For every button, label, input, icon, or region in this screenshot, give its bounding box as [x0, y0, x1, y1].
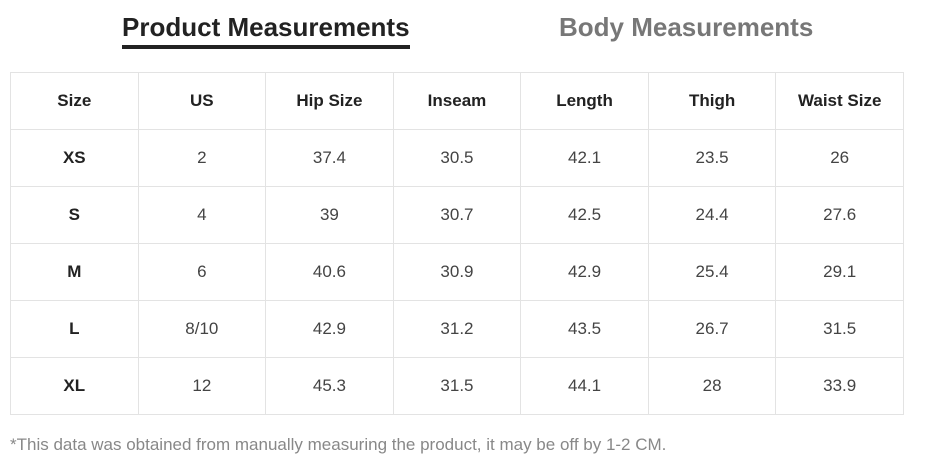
- table-cell: 31.2: [392, 300, 522, 358]
- table-cell: 45.3: [265, 357, 394, 415]
- table-cell: 4: [137, 186, 267, 244]
- header-thigh: Thigh: [647, 72, 777, 130]
- table-cell: 37.4: [265, 129, 394, 187]
- table-cell: 30.7: [392, 186, 522, 244]
- table-cell: 33.9: [775, 357, 904, 415]
- table-cell: 42.1: [520, 129, 649, 187]
- table-cell: 27.6: [775, 186, 904, 244]
- table-row: XS 2 37.4 30.5 42.1 23.5 26: [10, 129, 904, 187]
- size-cell: L: [10, 300, 139, 358]
- table-cell: 42.9: [520, 243, 649, 301]
- table-cell: 12: [137, 357, 267, 415]
- table-cell: 26.7: [647, 300, 777, 358]
- measurement-disclaimer: *This data was obtained from manually me…: [10, 435, 667, 454]
- table-cell: 39: [265, 186, 394, 244]
- size-chart: Size US Hip Size Inseam Length Thigh Wai…: [10, 72, 904, 415]
- table-cell: 25.4: [647, 243, 777, 301]
- header-size: Size: [10, 72, 139, 130]
- header-us: US: [137, 72, 267, 130]
- table-cell: 29.1: [775, 243, 904, 301]
- size-cell: S: [10, 186, 139, 244]
- size-cell: XS: [10, 129, 139, 187]
- header-length: Length: [520, 72, 649, 130]
- table-cell: 40.6: [265, 243, 394, 301]
- table-cell: 42.5: [520, 186, 649, 244]
- header-waist-size: Waist Size: [775, 72, 904, 130]
- tab-product-measurements[interactable]: Product Measurements: [122, 12, 410, 49]
- table-row: M 6 40.6 30.9 42.9 25.4 29.1: [10, 243, 904, 301]
- table-cell: 24.4: [647, 186, 777, 244]
- table-cell: 6: [137, 243, 267, 301]
- table-cell: 28: [647, 357, 777, 415]
- table-cell: 31.5: [775, 300, 904, 358]
- table-header-row: Size US Hip Size Inseam Length Thigh Wai…: [10, 72, 904, 130]
- table-cell: 30.5: [392, 129, 522, 187]
- size-cell: M: [10, 243, 139, 301]
- size-chart-table: Size US Hip Size Inseam Length Thigh Wai…: [10, 72, 904, 415]
- table-cell: 8/10: [137, 300, 267, 358]
- header-inseam: Inseam: [392, 72, 522, 130]
- table-row: S 4 39 30.7 42.5 24.4 27.6: [10, 186, 904, 244]
- header-hip-size: Hip Size: [265, 72, 394, 130]
- table-cell: 30.9: [392, 243, 522, 301]
- table-cell: 2: [137, 129, 267, 187]
- table-row: L 8/10 42.9 31.2 43.5 26.7 31.5: [10, 300, 904, 358]
- table-cell: 26: [775, 129, 904, 187]
- table-cell: 42.9: [265, 300, 394, 358]
- table-cell: 43.5: [520, 300, 649, 358]
- table-row: XL 12 45.3 31.5 44.1 28 33.9: [10, 357, 904, 415]
- measurement-tabs: Product Measurements Body Measurements: [0, 0, 939, 60]
- table-cell: 44.1: [520, 357, 649, 415]
- size-cell: XL: [10, 357, 139, 415]
- table-cell: 31.5: [392, 357, 522, 415]
- table-cell: 23.5: [647, 129, 777, 187]
- tab-body-measurements[interactable]: Body Measurements: [559, 12, 814, 42]
